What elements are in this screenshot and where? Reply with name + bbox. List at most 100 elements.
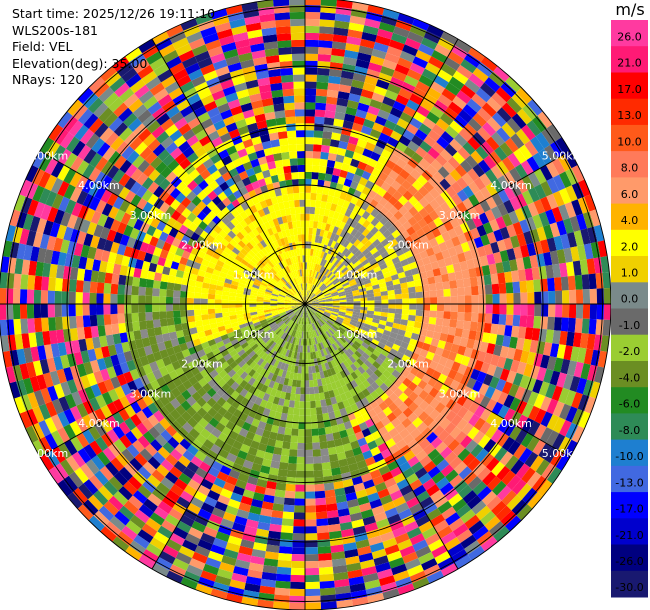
velocity-gate	[317, 350, 323, 358]
velocity-gate	[284, 301, 292, 304]
velocity-gate	[196, 210, 207, 221]
velocity-gate	[60, 459, 75, 476]
velocity-gate	[277, 306, 285, 309]
velocity-gate	[217, 220, 227, 230]
velocity-gate	[363, 338, 372, 346]
velocity-gate	[197, 539, 213, 551]
velocity-gate	[466, 338, 476, 349]
velocity-gate	[248, 260, 257, 268]
velocity-gate	[440, 406, 452, 418]
velocity-gate	[20, 318, 29, 334]
velocity-gate	[552, 190, 565, 207]
velocity-gate	[369, 247, 379, 255]
velocity-gate	[266, 285, 274, 290]
velocity-gate	[271, 291, 279, 296]
velocity-gate	[361, 566, 377, 577]
velocity-gate	[325, 280, 332, 287]
velocity-gate	[370, 390, 380, 400]
velocity-gate	[265, 386, 273, 395]
velocity-gate	[287, 328, 293, 335]
velocity-gate	[306, 290, 310, 298]
velocity-gate	[324, 376, 331, 385]
velocity-gate	[318, 47, 332, 55]
velocity-gate	[175, 269, 185, 278]
velocity-gate	[196, 407, 208, 418]
velocity-gate	[230, 217, 240, 227]
velocity-gate	[418, 186, 429, 197]
velocity-gate	[276, 361, 283, 369]
velocity-gate	[69, 365, 81, 380]
velocity-gate	[390, 417, 402, 428]
velocity-gate	[217, 378, 227, 388]
velocity-gate	[529, 339, 539, 354]
velocity-gate	[478, 304, 486, 314]
velocity-gate	[301, 310, 304, 318]
velocity-gate	[291, 305, 299, 308]
velocity-gate	[294, 330, 298, 338]
velocity-gate	[413, 395, 424, 407]
velocity-gate	[391, 273, 399, 281]
velocity-gate	[168, 268, 178, 277]
velocity-gate	[114, 510, 130, 526]
velocity-gate	[391, 563, 408, 576]
velocity-gate	[299, 345, 303, 353]
velocity-gate	[404, 558, 421, 571]
velocity-gate	[486, 364, 497, 377]
velocity-gate	[310, 248, 314, 256]
velocity-gate	[371, 262, 380, 270]
velocity-gate	[401, 293, 410, 299]
velocity-gate	[216, 201, 227, 211]
velocity-gate	[170, 199, 181, 210]
velocity-gate	[524, 451, 539, 468]
velocity-gate	[323, 475, 334, 484]
velocity-gate	[277, 346, 283, 354]
velocity-gate	[354, 222, 363, 231]
velocity-gate	[105, 334, 115, 346]
velocity-gate	[478, 383, 490, 396]
velocity-gate	[343, 542, 358, 552]
velocity-gate	[332, 211, 340, 220]
velocity-gate	[353, 385, 362, 395]
velocity-gate	[96, 282, 105, 294]
velocity-gate	[325, 202, 332, 210]
velocity-gate	[282, 316, 289, 322]
velocity-gate	[118, 421, 131, 435]
velocity-gate	[307, 276, 310, 284]
velocity-gate	[305, 290, 307, 298]
velocity-gate	[386, 185, 397, 196]
velocity-gate	[110, 219, 121, 232]
velocity-gate	[568, 289, 577, 304]
velocity-gate	[98, 107, 114, 123]
velocity-gate	[321, 462, 332, 470]
velocity-gate	[480, 141, 495, 156]
velocity-gate	[327, 254, 333, 262]
velocity-gate	[305, 137, 314, 145]
velocity-gate	[395, 576, 413, 589]
velocity-gate	[539, 427, 553, 444]
velocity-gate	[518, 447, 533, 464]
velocity-gate	[139, 355, 150, 367]
velocity-gate	[149, 537, 166, 551]
velocity-gate	[305, 74, 317, 82]
velocity-gate	[239, 154, 251, 165]
velocity-gate	[280, 278, 287, 285]
velocity-gate	[249, 394, 258, 404]
velocity-gate	[215, 285, 224, 291]
velocity-gate	[253, 254, 261, 263]
velocity-gate	[472, 481, 487, 496]
velocity-gate	[256, 298, 264, 302]
velocity-gate	[188, 168, 200, 180]
velocity-gate	[191, 551, 208, 564]
velocity-gate	[549, 222, 561, 238]
velocity-gate	[311, 306, 319, 309]
velocity-gate	[137, 250, 147, 261]
velocity-gate	[469, 276, 478, 287]
velocity-gate	[243, 312, 251, 317]
velocity-gate	[175, 404, 187, 416]
velocity-gate	[358, 374, 367, 383]
velocity-gate	[127, 215, 138, 228]
velocity-gate	[165, 56, 182, 70]
velocity-gate	[262, 277, 270, 284]
velocity-gate	[123, 481, 138, 496]
velocity-gate	[26, 361, 37, 378]
